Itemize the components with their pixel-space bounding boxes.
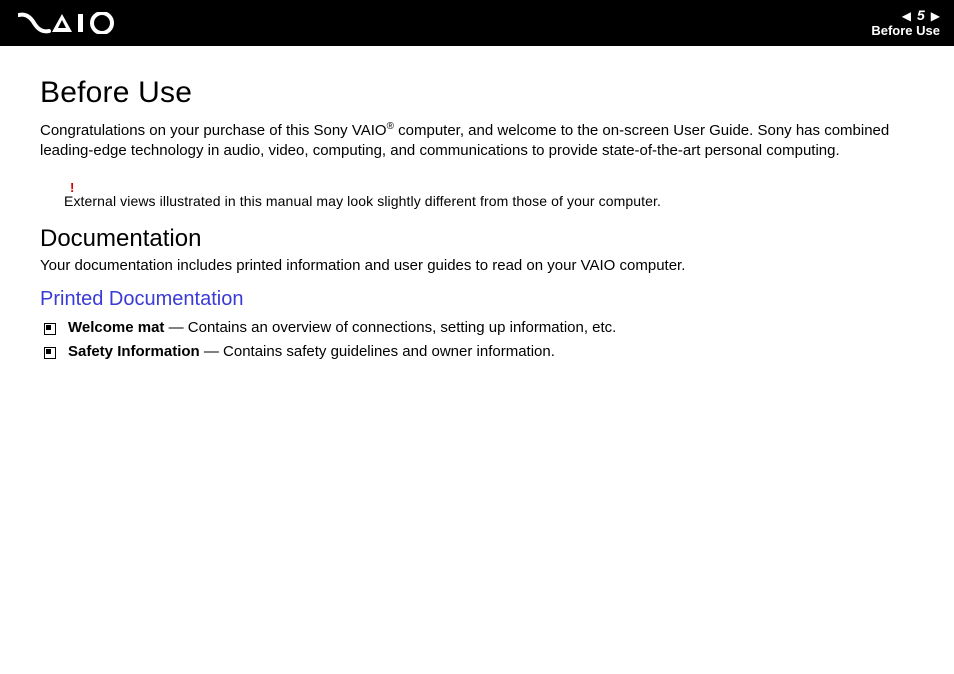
page-content: Before Use Congratulations on your purch… xyxy=(0,46,954,360)
list-item: Safety Information — Contains safety gui… xyxy=(40,343,914,360)
nav-next-icon[interactable]: ▶ xyxy=(931,10,940,22)
header-section-label: Before Use xyxy=(871,24,940,38)
page-number: 5 xyxy=(917,8,925,23)
registered-mark: ® xyxy=(387,121,394,132)
nav-prev-icon[interactable]: ◀ xyxy=(902,10,911,22)
list-item-term: Safety Information xyxy=(68,343,200,360)
printed-documentation-list: Welcome mat — Contains an overview of co… xyxy=(40,319,914,360)
note-text: External views illustrated in this manua… xyxy=(64,193,661,209)
list-item: Welcome mat — Contains an overview of co… xyxy=(40,319,914,336)
page-title: Before Use xyxy=(40,76,914,110)
documentation-intro: Your documentation includes printed info… xyxy=(40,257,914,274)
printed-documentation-heading: Printed Documentation xyxy=(40,288,914,311)
intro-text-a: Congratulations on your purchase of this… xyxy=(40,122,387,139)
note-block: ! External views illustrated in this man… xyxy=(40,180,914,211)
header-nav: ◀ 5 ▶ Before Use xyxy=(871,8,940,37)
page-header: ◀ 5 ▶ Before Use xyxy=(0,0,954,46)
vaio-logo xyxy=(18,12,128,34)
list-item-desc: — Contains an overview of connections, s… xyxy=(164,319,616,336)
bullet-icon xyxy=(44,323,56,335)
bullet-icon xyxy=(44,347,56,359)
documentation-heading: Documentation xyxy=(40,225,914,253)
list-item-term: Welcome mat xyxy=(68,319,164,336)
intro-paragraph: Congratulations on your purchase of this… xyxy=(40,120,914,162)
list-item-desc: — Contains safety guidelines and owner i… xyxy=(200,343,555,360)
